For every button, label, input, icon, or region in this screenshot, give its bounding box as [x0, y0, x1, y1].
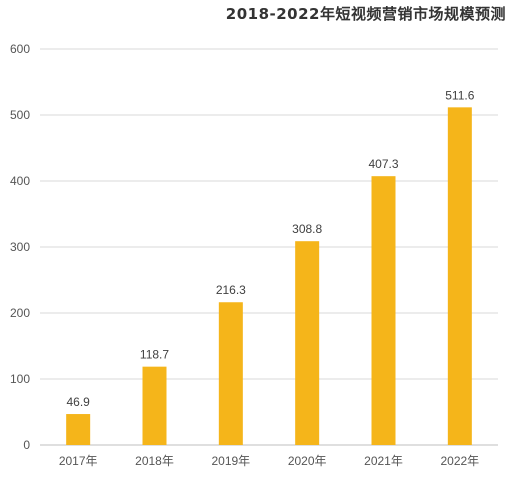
data-labels: 46.9 118.7 216.3 308.8 407.3 511.6 [66, 88, 474, 409]
y-tick-label: 300 [10, 240, 30, 254]
bar [295, 241, 320, 445]
bar [66, 414, 91, 445]
y-axis-ticks: 0 100 200 300 400 500 600 [10, 42, 30, 452]
chart-title: 2018-2022年短视频营销市场规模预测 [225, 5, 506, 23]
x-axis-ticks: 2017年 2018年 2019年 2020年 2021年 2022年 [59, 454, 479, 468]
x-tick-label: 2017年 [59, 454, 98, 468]
data-label: 216.3 [216, 283, 246, 297]
x-tick-label: 2021年 [364, 454, 403, 468]
bar [371, 176, 396, 445]
bar [142, 366, 167, 445]
y-tick-label: 100 [10, 372, 30, 386]
bar [447, 107, 472, 446]
y-tick-label: 200 [10, 306, 30, 320]
x-tick-label: 2020年 [288, 454, 327, 468]
y-tick-label: 0 [23, 438, 30, 452]
x-tick-label: 2018年 [135, 454, 174, 468]
bars [66, 107, 472, 446]
gridlines [40, 48, 498, 446]
data-label: 46.9 [66, 395, 90, 409]
bar [218, 302, 243, 445]
data-label: 308.8 [292, 222, 322, 236]
data-label: 118.7 [140, 348, 169, 362]
data-label: 511.6 [445, 88, 474, 102]
y-tick-label: 400 [10, 174, 30, 188]
data-label: 407.3 [368, 157, 398, 171]
y-tick-label: 600 [10, 42, 30, 56]
x-tick-label: 2022年 [440, 454, 479, 468]
y-tick-label: 500 [10, 108, 30, 122]
x-tick-label: 2019年 [211, 454, 250, 468]
